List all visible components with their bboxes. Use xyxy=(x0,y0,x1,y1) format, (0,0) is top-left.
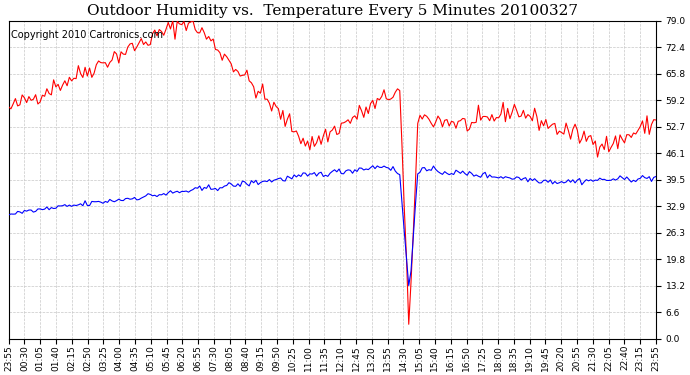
Text: Copyright 2010 Cartronics.com: Copyright 2010 Cartronics.com xyxy=(10,30,163,40)
Title: Outdoor Humidity vs.  Temperature Every 5 Minutes 20100327: Outdoor Humidity vs. Temperature Every 5… xyxy=(87,4,578,18)
